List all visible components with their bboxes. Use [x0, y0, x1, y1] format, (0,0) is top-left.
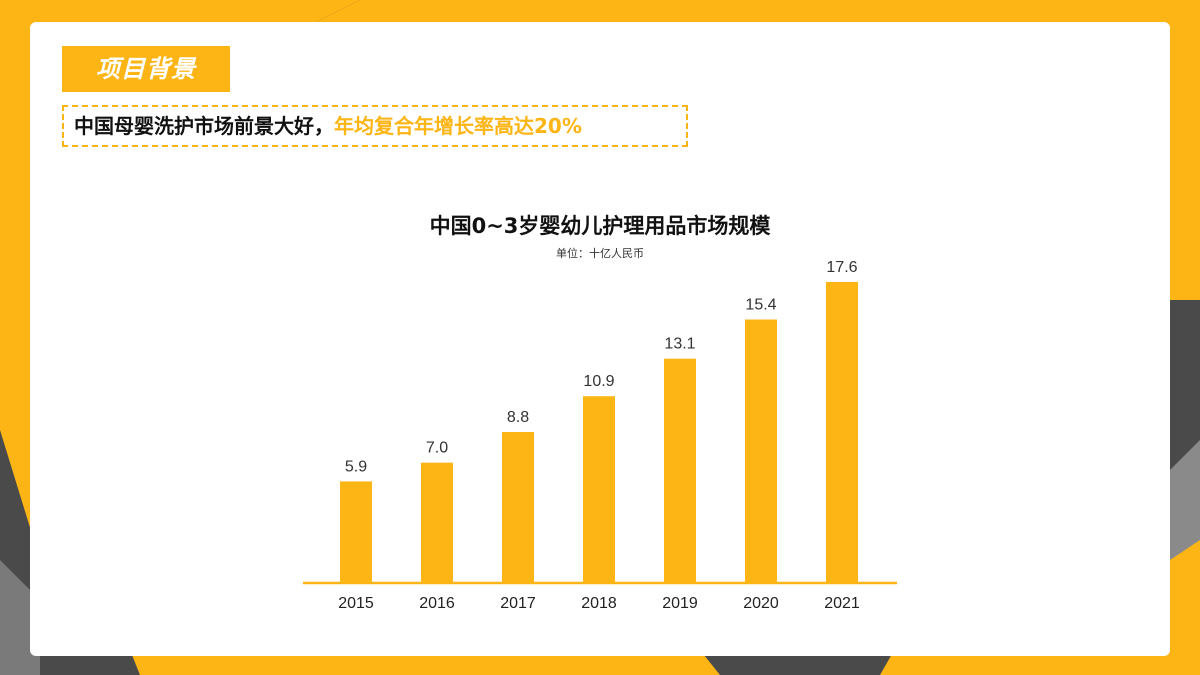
value-label-2015: 5.9	[345, 458, 367, 475]
x-tick-2020: 2020	[743, 595, 779, 612]
x-tick-2021: 2021	[824, 595, 860, 612]
x-tick-2017: 2017	[500, 595, 536, 612]
value-label-2016: 7.0	[426, 440, 448, 457]
bar-2018	[583, 396, 615, 582]
bar-2016	[421, 462, 453, 582]
value-label-2017: 8.8	[507, 409, 529, 426]
bar-2019	[664, 358, 696, 582]
chart-unit: 单位：十亿人民币	[556, 247, 644, 260]
x-tick-2019: 2019	[662, 595, 698, 612]
headline-main: 中国母婴洗护市场前景大好，	[74, 114, 334, 138]
x-tick-2016: 2016	[419, 595, 455, 612]
x-tick-2018: 2018	[581, 595, 617, 612]
section-tag: 项目背景	[62, 46, 230, 92]
value-label-2021: 17.6	[826, 259, 857, 276]
value-label-2018: 10.9	[583, 373, 614, 390]
headline-highlight: 年均复合年增长率高达20%	[334, 114, 582, 138]
bar-2017	[502, 432, 534, 582]
x-tick-2015: 2015	[338, 595, 374, 612]
bar-2020	[745, 319, 777, 582]
chart-title: 中国0~3岁婴幼儿护理用品市场规模	[429, 214, 771, 238]
value-label-2020: 15.4	[745, 297, 776, 314]
headline-box: 中国母婴洗护市场前景大好，年均复合年增长率高达20%	[62, 105, 688, 147]
bar-2021	[826, 282, 858, 582]
value-label-2019: 13.1	[664, 336, 695, 353]
bar-2015	[340, 481, 372, 582]
